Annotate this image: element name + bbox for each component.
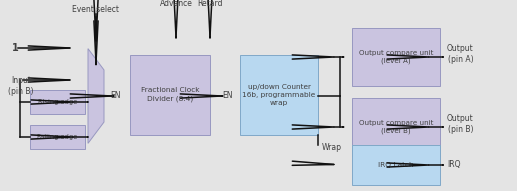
Text: Input
(pin B): Input (pin B) <box>8 76 34 96</box>
Text: Output compare unit
(level B): Output compare unit (level B) <box>359 120 433 134</box>
Bar <box>30 90 85 114</box>
Text: Output
(pin B): Output (pin B) <box>447 114 474 134</box>
Text: IRQ: IRQ <box>447 160 461 169</box>
Text: Rising edge: Rising edge <box>38 99 77 105</box>
Text: Wrap: Wrap <box>322 143 342 152</box>
Bar <box>130 55 210 135</box>
Text: EN: EN <box>111 91 121 100</box>
Text: 1: 1 <box>12 43 19 53</box>
Text: up/down Counter
16b, programmable
wrap: up/down Counter 16b, programmable wrap <box>242 83 315 107</box>
Bar <box>352 98 440 156</box>
Text: Output
(pin A): Output (pin A) <box>447 44 474 64</box>
Text: Phase
Advance: Phase Advance <box>160 0 192 8</box>
Bar <box>30 125 85 149</box>
Text: IRQ Latch: IRQ Latch <box>378 162 414 168</box>
Text: Phase
Retard: Phase Retard <box>197 0 223 8</box>
Bar <box>352 145 440 185</box>
Text: Falling edge: Falling edge <box>37 134 78 140</box>
Bar <box>352 28 440 86</box>
Text: EN: EN <box>222 91 233 100</box>
Polygon shape <box>88 49 104 143</box>
Bar <box>240 55 318 135</box>
Text: Output compare unit
(level A): Output compare unit (level A) <box>359 49 433 65</box>
Text: Event select: Event select <box>72 5 119 14</box>
Text: Fractional Clock
Divider (8.4): Fractional Clock Divider (8.4) <box>141 87 199 103</box>
